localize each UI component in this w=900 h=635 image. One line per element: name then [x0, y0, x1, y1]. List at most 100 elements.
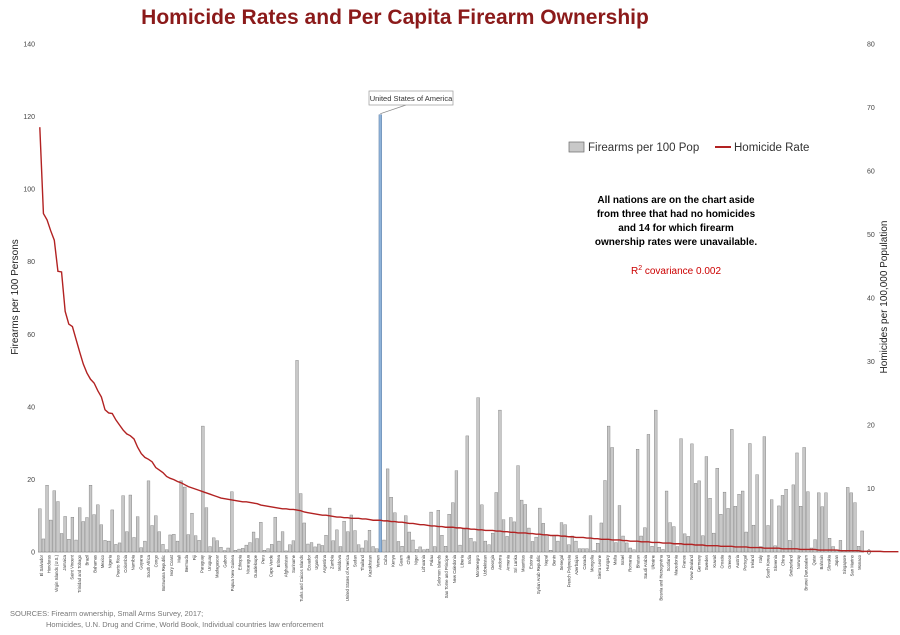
country-label: El Salvador — [39, 554, 44, 576]
country-label: India — [467, 554, 472, 564]
firearm-bar — [657, 547, 661, 553]
country-label: Papua New Guinea — [230, 554, 235, 591]
country-label: Ireland — [750, 554, 755, 567]
firearm-bar — [273, 516, 277, 553]
firearm-bar — [791, 484, 795, 553]
firearm-bar — [574, 540, 578, 553]
firearm-bar — [219, 547, 223, 553]
country-label: French Polynesia — [567, 554, 572, 587]
firearm-bar — [567, 544, 571, 553]
firearm-bar — [599, 522, 603, 553]
country-label: Suriname — [291, 554, 296, 573]
firearm-bar — [212, 537, 216, 553]
left-tick-label: 80 — [27, 259, 35, 266]
right-axis-ticks: 0 10 20 30 40 50 60 70 80 — [867, 42, 875, 557]
firearm-bar — [523, 504, 527, 553]
country-label: Nicaragua — [245, 554, 250, 574]
country-label: Zambia — [329, 554, 334, 569]
bar-united-states — [378, 114, 382, 553]
firearm-bar — [813, 539, 817, 553]
country-label: Sweden — [704, 554, 709, 570]
firearm-bar — [476, 397, 480, 553]
firearm-bar — [741, 490, 745, 553]
country-label: Mongolia — [589, 554, 594, 572]
firearm-bar — [780, 495, 785, 553]
firearm-bar — [371, 546, 375, 553]
us-callout: United States of America — [368, 90, 454, 115]
firearm-bar — [817, 492, 821, 553]
homicide-rate-line — [39, 127, 899, 553]
firearm-bar — [251, 531, 256, 553]
firearm-bar — [248, 542, 252, 553]
firearm-bar — [110, 509, 114, 553]
firearm-bar — [342, 520, 346, 553]
firearm-bar — [103, 540, 107, 553]
firearm-bar — [78, 507, 82, 553]
firearm-bar — [128, 494, 132, 553]
left-axis-ticks: 0 20 40 60 80 100 120 140 — [23, 42, 35, 557]
firearm-bar — [509, 517, 513, 553]
firearm-bar — [175, 540, 180, 553]
firearm-bar — [357, 544, 361, 553]
country-label: Congo — [154, 554, 159, 567]
firearm-bar — [320, 545, 324, 553]
firearm-bar — [690, 443, 694, 553]
firearm-bar — [386, 468, 390, 553]
firearm-bar — [125, 531, 129, 553]
firearm-bar — [418, 546, 422, 553]
country-label: Argentina — [322, 554, 327, 573]
firearm-bar — [201, 425, 205, 553]
r2-covariance: R2 covariance 0.002 — [631, 265, 722, 277]
firearm-bar — [255, 538, 259, 553]
country-label: Canada — [582, 554, 587, 569]
firearm-bar — [88, 485, 93, 553]
firearm-bar — [487, 544, 491, 553]
firearm-bar — [45, 485, 49, 553]
firearm-bar — [396, 541, 401, 553]
country-label: Thailand — [360, 554, 365, 571]
left-tick-label: 20 — [27, 477, 35, 484]
firearm-bar — [230, 491, 234, 553]
firearm-bar — [520, 499, 524, 553]
country-label: Malta — [612, 554, 617, 565]
firearm-bar — [411, 539, 415, 553]
country-label: Japan — [834, 554, 839, 566]
firearm-bar — [491, 532, 495, 553]
country-label: Namibia — [131, 554, 136, 570]
firearm-bar — [683, 533, 687, 553]
country-label: Uganda — [314, 554, 319, 569]
country-label: Italy — [758, 554, 763, 563]
country-label: Ivory Coast — [169, 554, 174, 576]
firearm-bar — [650, 546, 654, 553]
firearm-bar — [632, 549, 636, 553]
right-tick-label: 70 — [867, 105, 875, 112]
firearm-bar — [99, 524, 103, 553]
firearm-bar — [480, 504, 484, 553]
country-label: Andorra — [498, 554, 503, 570]
country-label: Nepal — [544, 555, 549, 566]
firearm-bar — [284, 550, 288, 553]
country-label: Jamaica — [62, 554, 67, 570]
country-label: Saint Vincent — [69, 554, 74, 579]
right-tick-label: 0 — [867, 550, 871, 557]
firearm-bar — [404, 515, 408, 553]
firearm-bar — [204, 507, 209, 553]
firearm-bar — [291, 540, 295, 553]
firearm-bar — [581, 548, 585, 553]
firearm-bar — [646, 434, 651, 553]
firearm-bar — [722, 491, 727, 553]
firearm-bar — [458, 544, 462, 553]
firearm-bar — [67, 539, 71, 553]
firearm-bar — [302, 522, 306, 553]
left-tick-label: 40 — [27, 404, 35, 411]
firearm-bar — [762, 436, 766, 553]
firearm-bar — [563, 524, 567, 553]
firearm-bar — [172, 534, 176, 553]
firearm-bar — [328, 507, 332, 553]
firearm-bar — [367, 530, 372, 553]
chart-title: Homicide Rates and Per Capita Firearm Ow… — [141, 6, 649, 29]
country-label: Ecuador — [307, 554, 312, 570]
country-label: San Marino — [850, 554, 855, 576]
country-label: Virgin Islands (U.S.) — [54, 554, 59, 592]
country-label: Nigeria — [108, 554, 113, 568]
